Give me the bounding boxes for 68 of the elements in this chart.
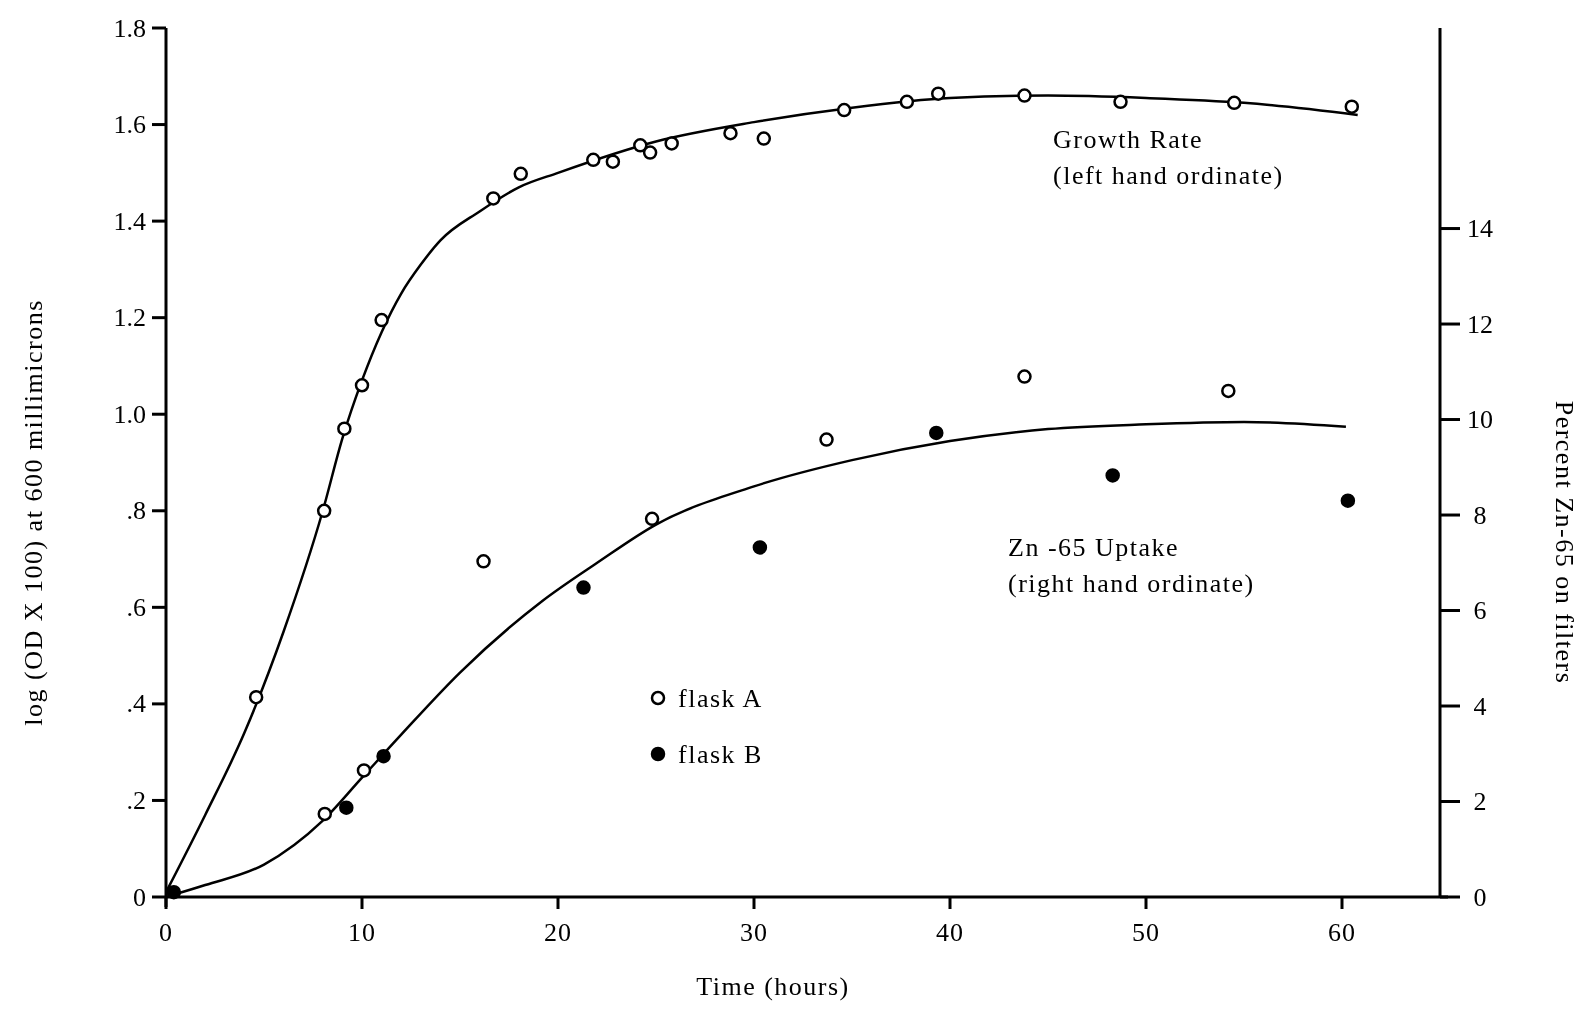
y-tick-label: 1.6 xyxy=(113,110,146,140)
point xyxy=(166,884,182,900)
point xyxy=(1105,468,1120,483)
point xyxy=(354,378,370,393)
x-axis-title: Time (hours) xyxy=(696,972,850,1001)
point xyxy=(930,86,946,101)
y-tick-label: .2 xyxy=(126,785,146,815)
point xyxy=(316,503,332,519)
point xyxy=(723,126,738,141)
y-tick-label: 0 xyxy=(133,882,146,912)
y-tick-label: .4 xyxy=(126,689,146,719)
point xyxy=(1344,99,1360,114)
y2-tick-label: 6 xyxy=(1473,596,1487,626)
y2-tick-label: 4 xyxy=(1473,691,1487,721)
point xyxy=(756,131,772,146)
y-tick-label: 1.4 xyxy=(113,206,146,236)
y-tick-label: 1.8 xyxy=(113,13,146,43)
y2-tick-label: 0 xyxy=(1473,882,1487,912)
point xyxy=(836,102,852,118)
x-tick-label: 0 xyxy=(159,918,173,947)
point xyxy=(586,152,601,168)
y2-tick-label: 12 xyxy=(1467,309,1493,339)
y2-tick-label: 10 xyxy=(1467,405,1493,435)
point xyxy=(486,191,501,206)
point xyxy=(929,425,944,441)
point xyxy=(1221,383,1236,399)
point xyxy=(1017,369,1032,384)
point xyxy=(1340,493,1356,508)
y2-tick-label: 8 xyxy=(1473,500,1487,530)
y-axis-title: log (OD X 100) at 600 millimicrons xyxy=(19,299,48,726)
y2-tick-label: 14 xyxy=(1467,214,1493,244)
point xyxy=(248,689,264,705)
point xyxy=(899,94,915,110)
x-tick-label: 50 xyxy=(1132,918,1160,947)
y2-tick-label: 2 xyxy=(1473,787,1487,817)
annotation: Zn -65 Uptake (right hand ordinate) xyxy=(1008,533,1255,598)
point xyxy=(317,806,333,822)
point xyxy=(605,154,621,169)
x-tick-label: 20 xyxy=(544,918,572,947)
point xyxy=(376,748,391,764)
x-tick-label: 40 xyxy=(936,918,964,947)
x-tick-label: 10 xyxy=(348,918,376,947)
point xyxy=(576,580,591,595)
y-tick-label: .6 xyxy=(126,592,146,622)
point xyxy=(356,763,372,778)
point xyxy=(644,511,660,527)
y-tick-label: 1.2 xyxy=(113,303,146,333)
point xyxy=(819,432,834,447)
point xyxy=(1226,95,1242,111)
y-tick-label: 1.0 xyxy=(113,399,146,429)
point xyxy=(374,312,389,328)
x-tick-label: 60 xyxy=(1328,918,1356,947)
point xyxy=(339,800,354,815)
point xyxy=(476,554,491,569)
y-tick-label: .8 xyxy=(126,496,146,526)
y2-axis-title: Percent Zn-65 on filters xyxy=(1550,400,1579,685)
point xyxy=(337,421,352,436)
point xyxy=(642,145,658,160)
x-tick-label: 30 xyxy=(740,918,768,947)
point xyxy=(664,136,679,151)
legend-label: flask B xyxy=(678,740,763,769)
point xyxy=(1017,88,1032,103)
point xyxy=(513,166,529,182)
point xyxy=(1113,94,1128,110)
point xyxy=(752,540,768,555)
legend-label: flask A xyxy=(678,684,763,713)
point xyxy=(633,138,648,153)
annotation: Growth Rate (left hand ordinate) xyxy=(1053,125,1284,190)
